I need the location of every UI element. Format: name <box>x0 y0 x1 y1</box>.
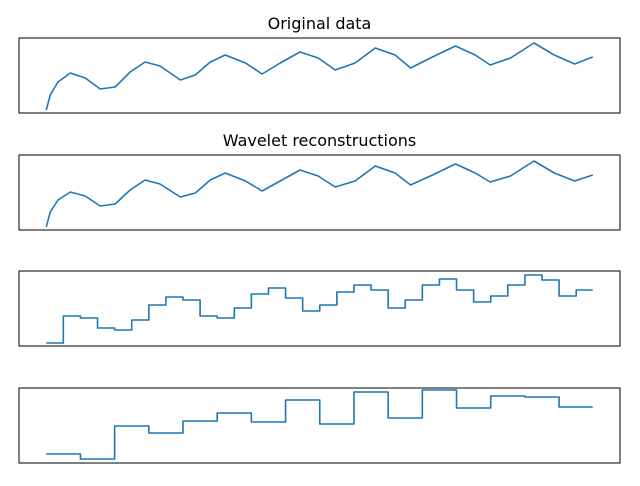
chart-title: Original data <box>268 14 372 33</box>
data-line <box>46 274 593 344</box>
data-line <box>45 42 594 111</box>
data-line <box>45 160 594 228</box>
axes-frame <box>18 154 621 231</box>
chart-title: Wavelet reconstructions <box>223 131 416 150</box>
data-line <box>46 389 593 460</box>
axes-frame <box>18 387 621 464</box>
axes-frame <box>18 37 621 114</box>
axes-frame <box>18 270 621 347</box>
